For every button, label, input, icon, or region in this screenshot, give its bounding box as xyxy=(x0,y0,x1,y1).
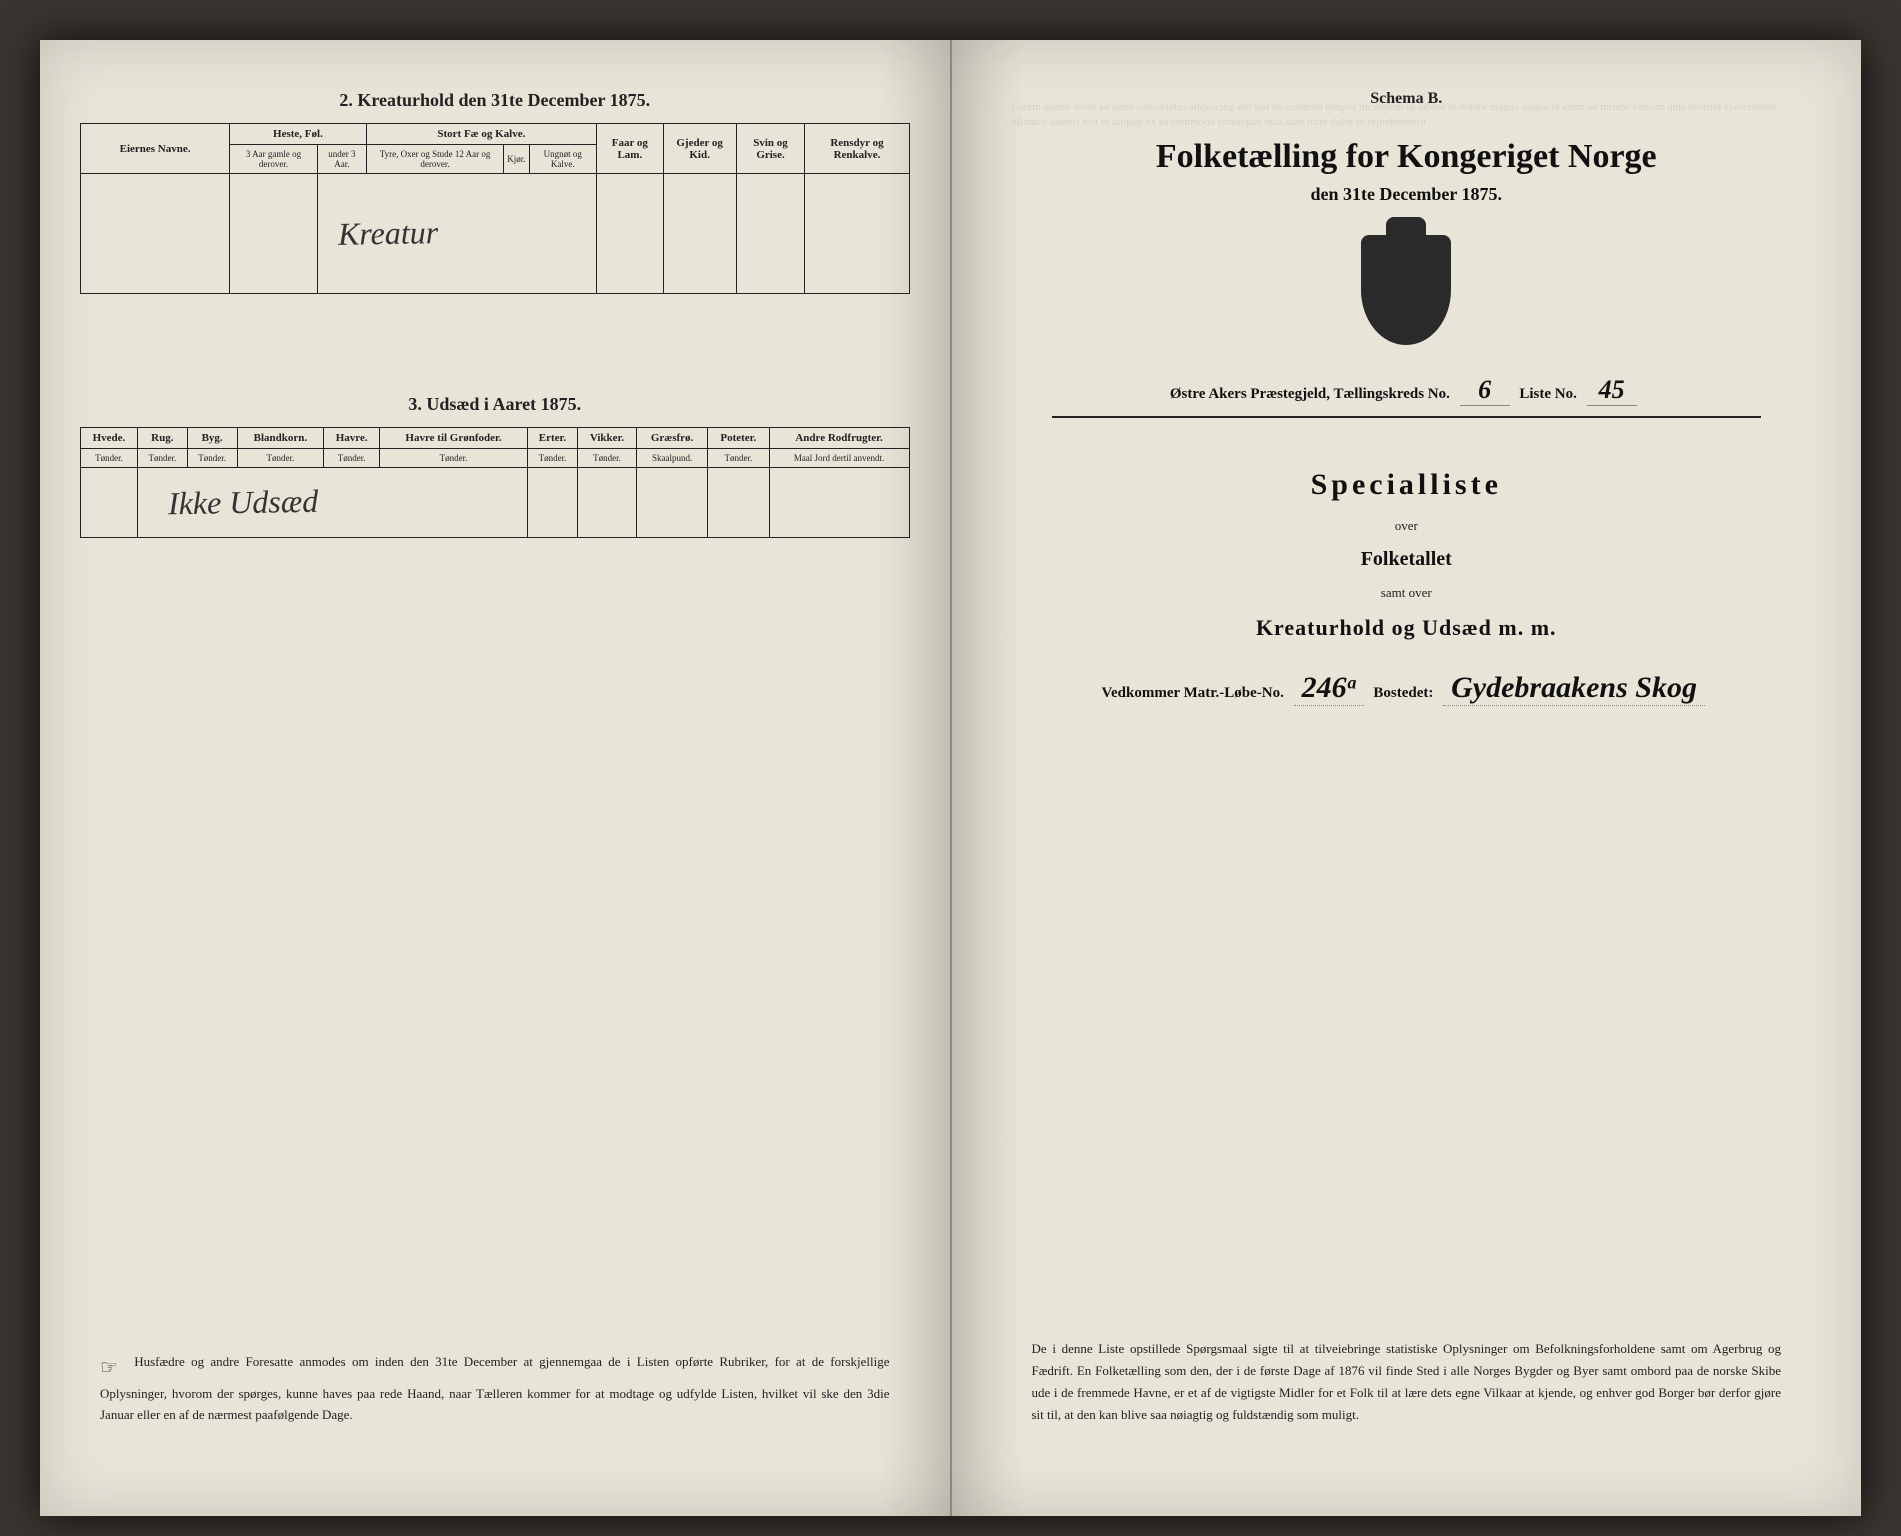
th-rye: Rug. xyxy=(137,428,187,449)
matr-number: 246ᵃ xyxy=(1294,671,1364,706)
liste-label: Liste No. xyxy=(1519,386,1577,402)
left-footnote: ☞ Husfædre og andre Foresatte anmodes om… xyxy=(100,1352,890,1426)
th-pigs: Svin og Grise. xyxy=(736,124,805,174)
right-footnote: De i denne Liste opstillede Spørgsmaal s… xyxy=(1032,1338,1782,1426)
th-sheep: Faar og Lam. xyxy=(597,124,664,174)
th-cattle-a: Tyre, Oxer og Stude 12 Aar og derover. xyxy=(366,145,504,174)
th-goats: Gjeder og Kid. xyxy=(663,124,736,174)
sub-title: den 31te December 1875. xyxy=(992,184,1822,205)
th-vetches-u: Tønder. xyxy=(577,449,636,468)
th-cattle-c: Ungnøt og Kalve. xyxy=(529,145,596,174)
folketallet-label: Folketallet xyxy=(992,548,1822,571)
th-potatoes-u: Tønder. xyxy=(708,449,770,468)
table-row: Kreatur xyxy=(81,174,910,294)
liste-number: 45 xyxy=(1587,375,1637,406)
footnote-text: Husfædre og andre Foresatte anmodes om i… xyxy=(100,1354,890,1422)
th-barley-u: Tønder. xyxy=(187,449,237,468)
th-roots-u: Maal Jord dertil anvendt. xyxy=(769,449,909,468)
th-cattle-b: Kjør. xyxy=(504,145,529,174)
handwritten-seed: Ikke Udsæd xyxy=(168,483,319,523)
main-title: Folketælling for Kongeriget Norge xyxy=(992,138,1822,176)
th-barley: Byg. xyxy=(187,428,237,449)
bosted-label: Bostedet: xyxy=(1373,685,1433,701)
th-oats: Havre. xyxy=(324,428,380,449)
livestock-table: Eiernes Navne. Heste, Føl. Stort Fæ og K… xyxy=(80,123,910,294)
coat-of-arms-icon xyxy=(1361,235,1451,345)
table-row: Ikke Udsæd xyxy=(81,468,910,538)
district-prefix: Østre Akers Præstegjeld, Tællingskreds N… xyxy=(1170,386,1450,402)
th-roots: Andre Rodfrugter. xyxy=(769,428,909,449)
matr-line: Vedkommer Matr.-Løbe-No. 246ᵃ Bostedet: … xyxy=(992,671,1822,706)
matr-prefix: Vedkommer Matr.-Løbe-No. xyxy=(1102,685,1284,701)
th-oats-fodder: Havre til Grønfoder. xyxy=(380,428,528,449)
th-vetches: Vikker. xyxy=(577,428,636,449)
samt-label: samt over xyxy=(992,585,1822,601)
th-grass-u: Skaalpund. xyxy=(637,449,708,468)
th-oats-u: Tønder. xyxy=(324,449,380,468)
th-wheat: Hvede. xyxy=(81,428,138,449)
pointer-icon: ☞ xyxy=(100,1352,118,1384)
bosted-value: Gydebraakens Skog xyxy=(1443,671,1705,706)
th-wheat-u: Tønder. xyxy=(81,449,138,468)
th-potatoes: Poteter. xyxy=(708,428,770,449)
kreatur-label: Kreaturhold og Udsæd m. m. xyxy=(992,615,1822,641)
th-horses-a: 3 Aar gamle og derover. xyxy=(230,145,318,174)
district-number: 6 xyxy=(1460,375,1510,406)
schema-label: Schema B. xyxy=(992,90,1822,108)
over-label: over xyxy=(992,518,1822,534)
th-cattle: Stort Fæ og Kalve. xyxy=(366,124,596,145)
th-horses-b: under 3 Aar. xyxy=(317,145,366,174)
th-peas: Erter. xyxy=(528,428,578,449)
th-peas-u: Tønder. xyxy=(528,449,578,468)
th-mixed-u: Tønder. xyxy=(237,449,324,468)
section2-title: 2. Kreaturhold den 31te December 1875. xyxy=(80,90,910,111)
th-rye-u: Tønder. xyxy=(137,449,187,468)
left-page: 2. Kreaturhold den 31te December 1875. E… xyxy=(40,40,952,1516)
th-horses: Heste, Føl. xyxy=(230,124,367,145)
district-line: Østre Akers Præstegjeld, Tællingskreds N… xyxy=(992,375,1822,406)
book-spread: 2. Kreaturhold den 31te December 1875. E… xyxy=(40,40,1861,1516)
right-page: Lorem ipsum dolor sit amet consectetur a… xyxy=(952,40,1862,1516)
th-grass: Græsfrø. xyxy=(637,428,708,449)
th-reindeer: Rensdyr og Renkalve. xyxy=(805,124,909,174)
handwritten-livestock: Kreatur xyxy=(338,214,439,253)
th-mixed: Blandkorn. xyxy=(237,428,324,449)
seed-table: Hvede. Rug. Byg. Blandkorn. Havre. Havre… xyxy=(80,427,910,538)
th-owner: Eiernes Navne. xyxy=(81,124,230,174)
th-oats-fodder-u: Tønder. xyxy=(380,449,528,468)
special-title: Specialliste xyxy=(992,468,1822,502)
divider xyxy=(1052,416,1762,418)
section3-title: 3. Udsæd i Aaret 1875. xyxy=(80,394,910,415)
